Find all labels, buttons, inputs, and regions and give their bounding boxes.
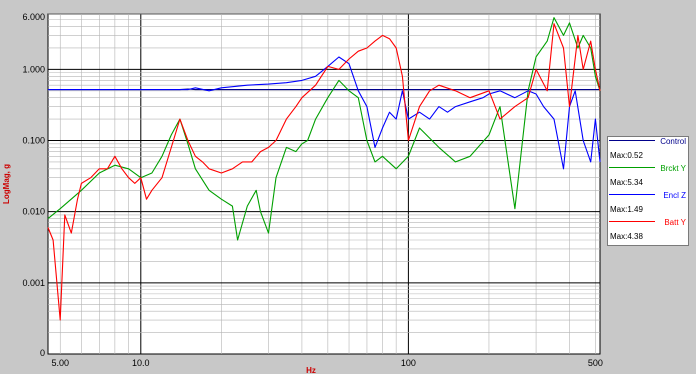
legend-max-value: Max:4.38 xyxy=(610,232,643,241)
legend-series-name: Control xyxy=(660,137,686,146)
x-axis-label: Hz xyxy=(306,366,316,374)
series-line-batt-y xyxy=(47,23,601,321)
y-tick-label: 1.000 xyxy=(22,64,45,74)
plot-area xyxy=(47,13,601,355)
grid xyxy=(48,13,600,354)
y-tick-label: 0.100 xyxy=(22,136,45,146)
x-tick-label: 100 xyxy=(401,358,416,368)
legend-series-name: Encl Z xyxy=(663,191,686,200)
legend-max-value: Max:0.52 xyxy=(610,151,643,160)
legend-item: Batt Y Max:4.38 xyxy=(608,218,688,245)
legend-item: Control Max:0.52 xyxy=(608,137,688,164)
series-lines xyxy=(47,17,601,321)
x-tick-label: 10.0 xyxy=(132,358,150,368)
legend-swatch xyxy=(609,167,655,168)
legend-swatch xyxy=(609,140,655,141)
x-tick-label: 500 xyxy=(588,358,603,368)
series-line-brckt-y xyxy=(47,17,601,241)
legend-item: Encl Z Max:1.49 xyxy=(608,191,688,218)
y-tick-label: 0.010 xyxy=(22,207,45,217)
y-axis-label: LogMag, g xyxy=(2,164,11,204)
legend-series-name: Brckt Y xyxy=(660,164,686,173)
x-tick-labels: 5.00 10.0 100 500 xyxy=(51,358,602,368)
legend-swatch xyxy=(609,194,655,195)
legend-max-value: Max:1.49 xyxy=(610,205,643,214)
y-tick-label: 0 xyxy=(40,348,45,358)
legend-item: Brckt Y Max:5.34 xyxy=(608,164,688,191)
x-tick-label: 5.00 xyxy=(51,358,69,368)
legend-max-value: Max:5.34 xyxy=(610,178,643,187)
legend-series-name: Batt Y xyxy=(664,218,686,227)
y-tick-label: 0.001 xyxy=(22,278,45,288)
legend: Control Max:0.52 Brckt Y Max:5.34 Encl Z Max:… xyxy=(607,136,689,246)
y-tick-label: 6.000 xyxy=(22,12,45,22)
series-line-encl-z xyxy=(48,56,601,170)
y-tick-labels: 6.000 1.000 0.100 0.010 0.001 0 xyxy=(22,12,45,358)
legend-swatch xyxy=(609,221,655,222)
